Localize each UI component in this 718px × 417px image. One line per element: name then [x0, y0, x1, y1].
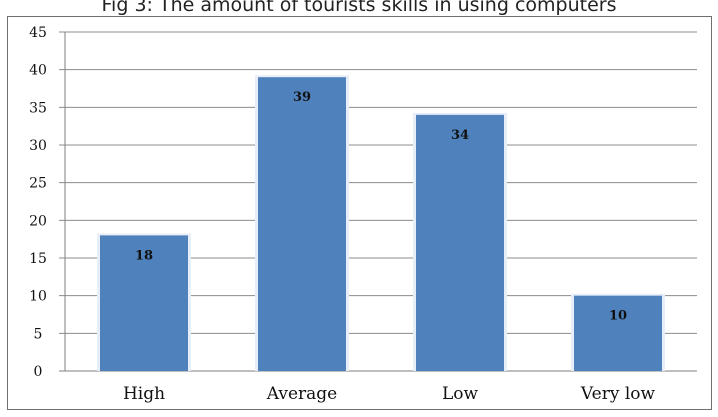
data-label: 18 [135, 248, 153, 263]
y-tick-label: 40 [29, 63, 47, 79]
bars [97, 75, 665, 371]
y-tick-label: 35 [29, 100, 47, 116]
bar [416, 114, 504, 371]
y-tick-label: 20 [29, 213, 47, 229]
chart-title: Fig 3: The amount of tourists skills in … [101, 0, 617, 16]
x-tick-label: High [123, 384, 165, 404]
y-tick-label: 45 [29, 25, 47, 41]
x-tick-label: Average [266, 384, 337, 404]
gridlines [59, 31, 697, 372]
bar [258, 77, 346, 371]
x-axis-ticks: High Average Low Very low [123, 384, 656, 404]
y-tick-label: 25 [29, 176, 47, 192]
bar [574, 295, 662, 371]
x-tick-label: Very low [580, 384, 656, 404]
y-tick-label: 30 [29, 138, 47, 154]
y-tick-label: 10 [29, 289, 47, 305]
data-label: 10 [609, 309, 627, 324]
y-tick-label: 0 [34, 364, 43, 380]
data-label: 34 [451, 128, 469, 143]
x-tick-label: Low [442, 384, 479, 404]
y-tick-label: 5 [34, 326, 43, 342]
y-axis-ticks: 0 5 10 15 20 25 30 35 40 45 [29, 25, 47, 380]
y-tick-label: 15 [29, 251, 47, 267]
data-label: 39 [293, 90, 311, 105]
data-labels: 18 39 34 10 [135, 90, 627, 323]
bar [100, 235, 188, 371]
